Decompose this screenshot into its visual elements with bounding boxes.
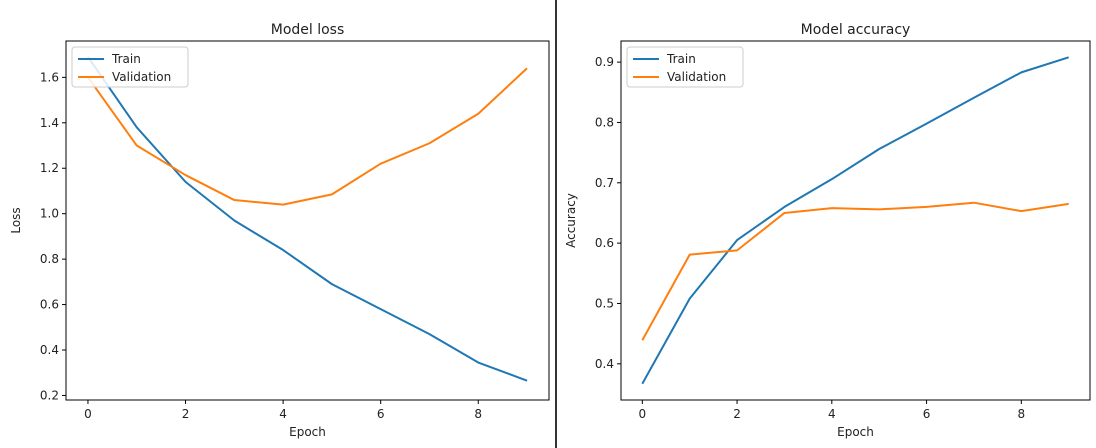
- legend-label-train: Train: [666, 52, 696, 66]
- x-axis-label: Epoch: [837, 425, 874, 439]
- y-tick-label: 0.4: [595, 357, 614, 371]
- plot-frame: [65, 40, 550, 401]
- y-tick-label: 0.6: [595, 236, 614, 250]
- y-axis-label: Accuracy: [564, 193, 578, 248]
- legend: Train Validation: [626, 46, 744, 88]
- series-line-validation: [641, 201, 1069, 341]
- accuracy-chart-panel: Model accuracy 0 2 4 6 8 0.4 0.5 0.6 0.7 0.8 0.9 Epo…: [556, 0, 1096, 448]
- x-tick-label: 6: [377, 407, 385, 421]
- y-axis-label: Loss: [9, 207, 23, 233]
- chart-title: Model accuracy: [801, 22, 911, 38]
- x-tick-label: 4: [279, 407, 287, 421]
- y-tick-label: 1.6: [40, 70, 59, 84]
- y-tick-label: 0.8: [595, 115, 614, 129]
- plot-frame: [620, 40, 1091, 401]
- x-tick-label: 0: [84, 407, 92, 421]
- legend-label-validation: Validation: [112, 70, 171, 84]
- legend-label-train: Train: [111, 52, 141, 66]
- x-tick-label: 6: [923, 407, 931, 421]
- y-tick-label: 0.8: [40, 252, 59, 266]
- x-axis-label: Epoch: [289, 425, 326, 439]
- legend-label-validation: Validation: [667, 70, 726, 84]
- x-tick-label: 0: [638, 407, 646, 421]
- panel-divider: [555, 0, 557, 448]
- y-tick-label: 0.4: [40, 343, 59, 357]
- y-tick-label: 1.2: [40, 161, 59, 175]
- y-tick-label: 0.2: [40, 388, 59, 402]
- series-line-train: [641, 56, 1069, 385]
- chart-title: Model loss: [271, 22, 345, 38]
- y-tick-label: 0.5: [595, 296, 614, 310]
- y-tick-label: 0.6: [40, 298, 59, 312]
- x-tick-label: 8: [1017, 407, 1025, 421]
- loss-chart-panel: Model loss 0 2 4 6 8 0.2 0.4 0.6 0.8 1.0 1.2 1.4 1.6 E…: [9, 22, 550, 439]
- series-line-train: [87, 56, 528, 382]
- loss-chart: Model loss 0 2 4 6 8 0.2 0.4 0.6 0.8 1.0 1.2 1.4 1.6 E…: [9, 22, 550, 439]
- y-tick-label: 1.0: [40, 207, 59, 221]
- x-tick-label: 8: [474, 407, 482, 421]
- x-tick-label: 2: [182, 407, 190, 421]
- y-tick-label: 1.4: [40, 116, 59, 130]
- y-tick-label: 0.9: [595, 55, 614, 69]
- x-tick-label: 4: [828, 407, 836, 421]
- x-tick-label: 2: [733, 407, 741, 421]
- series-line-validation: [87, 67, 528, 206]
- y-tick-label: 0.7: [595, 176, 614, 190]
- accuracy-chart: Model accuracy 0 2 4 6 8 0.4 0.5 0.6 0.7 0.8 0.9 Epo…: [564, 22, 1091, 439]
- legend: Train Validation: [71, 46, 189, 88]
